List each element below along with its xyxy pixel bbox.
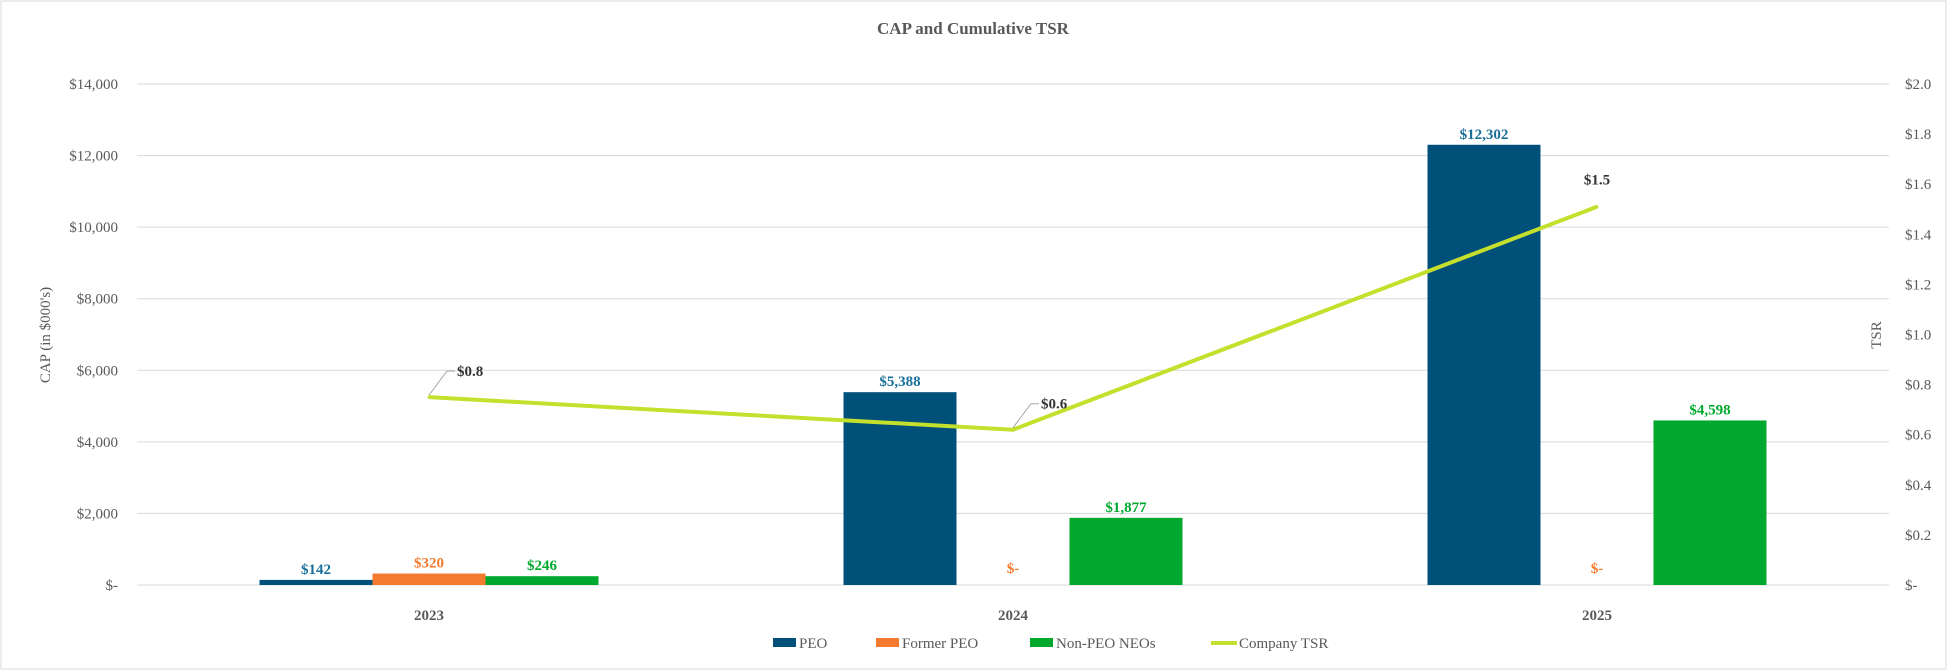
- bar-peo: [259, 579, 373, 585]
- tsr-point: [427, 395, 431, 399]
- y-tick-label: $-: [106, 578, 119, 594]
- y2-tick-label: $1.4: [1905, 227, 1932, 243]
- y-tick-label: $2,000: [77, 506, 118, 522]
- y-tick-label: $12,000: [69, 149, 118, 165]
- data-label: $-: [1007, 561, 1020, 577]
- tsr-label: $0.6: [1041, 397, 1068, 413]
- data-label: $1,877: [1105, 500, 1147, 516]
- y2-tick-label: $-: [1905, 578, 1918, 594]
- y2-tick-label: $1.8: [1905, 127, 1931, 143]
- y2-tick-label: $2.0: [1905, 77, 1931, 93]
- y-tick-label: $4,000: [77, 435, 118, 451]
- data-label: $320: [414, 556, 444, 572]
- y-axis-title: CAP (in $000's): [38, 287, 54, 383]
- bar-peo: [1427, 144, 1541, 585]
- data-label: $142: [301, 562, 331, 578]
- bar-non-peo-neos: [1069, 517, 1183, 585]
- y2-tick-label: $1.6: [1905, 177, 1932, 193]
- data-label: $12,302: [1460, 127, 1509, 143]
- tsr-label: $1.5: [1584, 173, 1610, 189]
- data-label: $246: [527, 558, 558, 574]
- chart-title: CAP and Cumulative TSR: [877, 19, 1070, 38]
- leader-line: [428, 370, 455, 396]
- legend-label: Former PEO: [902, 636, 978, 652]
- bar-former-peo: [372, 573, 486, 585]
- data-label: $4,598: [1689, 402, 1730, 418]
- y-tick-label: $14,000: [69, 77, 118, 93]
- x-tick-label: 2023: [414, 608, 444, 624]
- x-tick-label: 2025: [1582, 608, 1612, 624]
- legend-swatch: [773, 638, 796, 647]
- bar-non-peo-neos: [1653, 420, 1767, 585]
- tsr-point: [1595, 205, 1599, 209]
- tsr-point: [1011, 428, 1015, 432]
- x-tick-label: 2024: [998, 608, 1029, 624]
- leader-line: [1012, 403, 1039, 428]
- bar-non-peo-neos: [485, 576, 599, 585]
- y-tick-label: $8,000: [77, 292, 118, 308]
- y2-tick-label: $1.0: [1905, 328, 1931, 344]
- data-label: $-: [1591, 561, 1604, 577]
- y2-tick-label: $0.4: [1905, 478, 1932, 494]
- tsr-label: $0.8: [457, 364, 483, 380]
- y-tick-label: $10,000: [69, 220, 118, 236]
- y2-axis-title: TSR: [1869, 321, 1885, 349]
- y2-tick-label: $0.2: [1905, 528, 1931, 544]
- legend-label: PEO: [799, 636, 828, 652]
- legend-label: Company TSR: [1239, 636, 1328, 652]
- y2-tick-label: $1.2: [1905, 277, 1931, 293]
- legend-swatch: [1030, 638, 1053, 647]
- y-tick-label: $6,000: [77, 363, 118, 379]
- y2-tick-label: $0.6: [1905, 428, 1932, 444]
- data-label: $5,388: [879, 374, 920, 390]
- y2-tick-label: $0.8: [1905, 378, 1931, 394]
- legend-swatch: [876, 638, 899, 647]
- legend-label: Non-PEO NEOs: [1056, 636, 1156, 652]
